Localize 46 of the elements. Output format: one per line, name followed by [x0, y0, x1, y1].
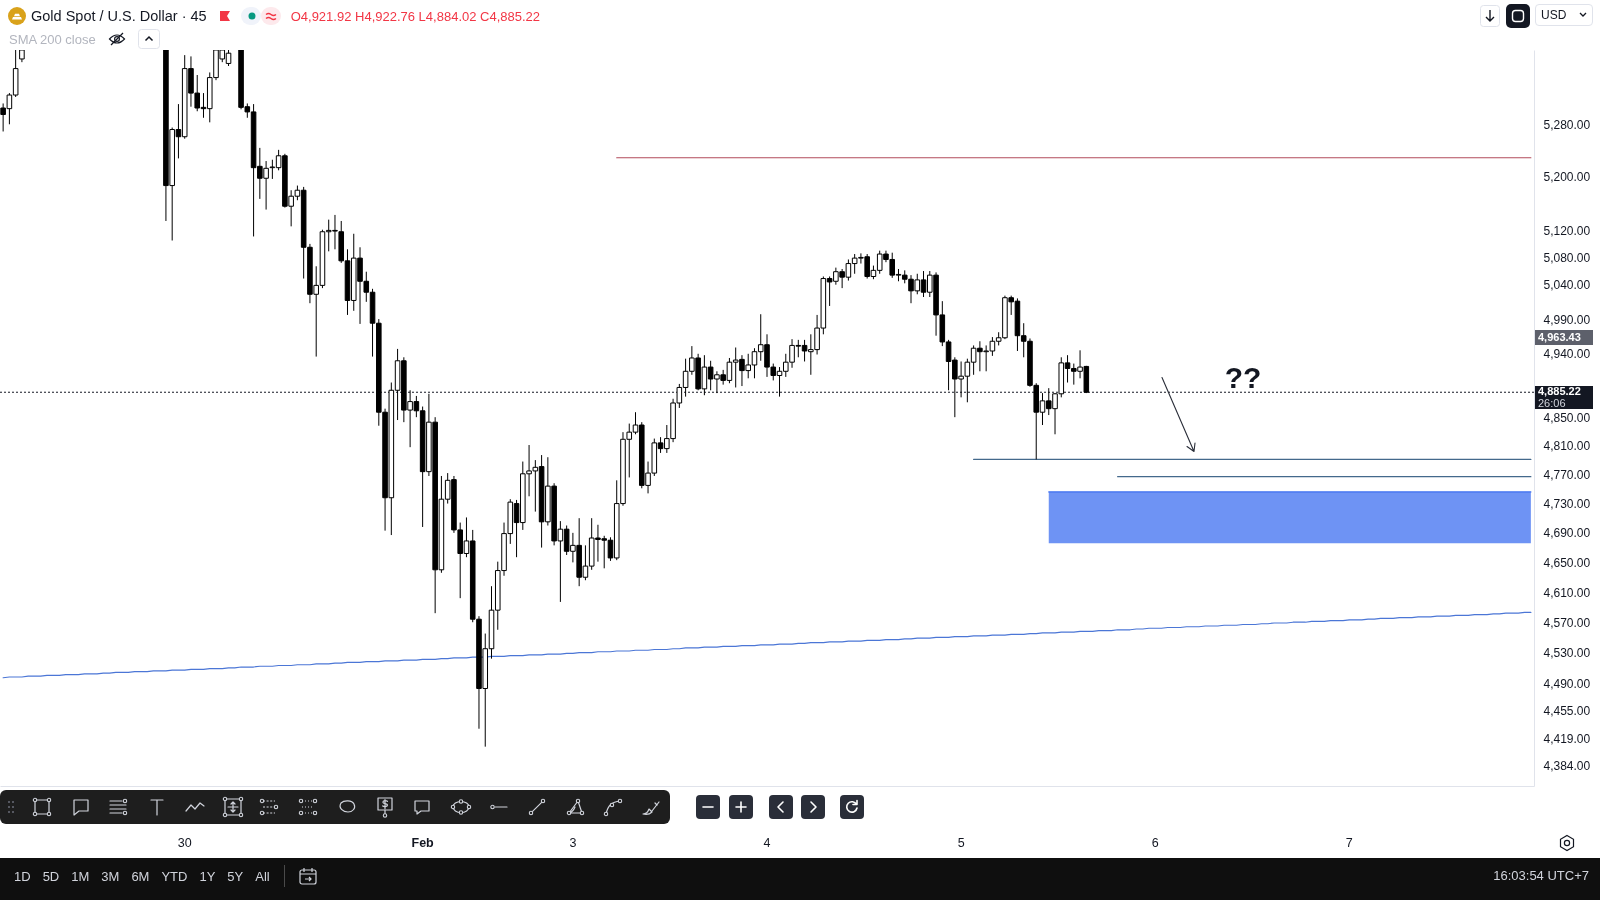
x-tick-label: 30 [177, 835, 192, 850]
x-tick-label: 3 [569, 835, 577, 850]
text: 3M [101, 868, 120, 884]
y-tick-label: 4,419.00 [1543, 731, 1591, 746]
text: 6M [131, 868, 150, 884]
x-tick-label: Feb [411, 835, 435, 850]
y-tick-label: 5,040.00 [1543, 278, 1591, 293]
x-tick-label: 4 [763, 835, 771, 850]
x-tick-label: 7 [1345, 835, 1353, 850]
y-tick-label: 4,940.00 [1543, 347, 1591, 362]
annotation: ?? [1224, 361, 1262, 395]
text: 1D [14, 868, 31, 884]
x-tick-label: 5 [957, 835, 965, 850]
text: USD [1541, 7, 1567, 24]
text: 1M [71, 868, 90, 884]
y-tick-label: 4,690.00 [1543, 526, 1591, 541]
y-tick-label: 4,570.00 [1543, 615, 1591, 630]
x-tick-label: 6 [1151, 835, 1159, 850]
y-tick-label: 5,120.00 [1543, 223, 1591, 238]
text: All [255, 868, 270, 884]
y-tick-label: 4,490.00 [1543, 676, 1591, 691]
text: 5Y [227, 868, 244, 884]
y-tick-label: 4,530.00 [1543, 646, 1591, 661]
y-tick-label: 5,280.00 [1543, 117, 1591, 132]
chart-subtitle: O4,921.92 H4,922.76 L4,884.02 C4,885.22 [290, 8, 541, 24]
line-series [2, 611, 1532, 679]
y-tick-label: 4,810.00 [1543, 439, 1591, 454]
y-tick-label: 4,455.00 [1543, 703, 1591, 718]
text: 26:06 [1538, 396, 1566, 410]
y-tick-label: 4,770.00 [1543, 468, 1591, 483]
y-tick-label: 5,200.00 [1543, 170, 1591, 185]
y-tick-label: 4,850.00 [1543, 410, 1591, 425]
y-tick-label: 4,384.00 [1543, 758, 1591, 773]
text: 1Y [199, 868, 216, 884]
ref-line-label: 4,885.22 [1538, 385, 1582, 398]
text: 16:03:54 UTC+7 [1493, 867, 1589, 885]
text: SMA 200 close [9, 31, 96, 47]
text: 5D [42, 868, 60, 884]
text: 4,963.43 [1535, 330, 1593, 345]
y-tick-label: 4,990.00 [1543, 312, 1591, 327]
y-tick-label: 4,610.00 [1543, 585, 1591, 600]
chart-title: Gold Spot / U.S. Dollar · 45 [31, 8, 207, 24]
y-tick-label: 4,730.00 [1543, 497, 1591, 512]
text: YTD [161, 868, 188, 884]
y-tick-label: 5,080.00 [1543, 250, 1591, 265]
y-tick-label: 4,650.00 [1543, 555, 1591, 570]
